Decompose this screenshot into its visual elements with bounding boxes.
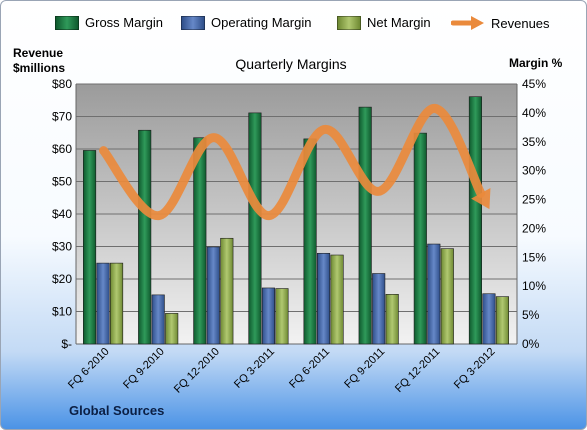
right-tick-label: 10%	[522, 279, 546, 293]
revenue-line	[99, 103, 491, 221]
legend-swatch-net	[337, 15, 361, 30]
bar-net-margin	[165, 313, 179, 345]
x-tick-label: FQ 9-2011	[342, 346, 387, 391]
bar-gross-margin	[358, 106, 372, 345]
left-tick-label: $50	[52, 175, 72, 189]
left-axis-title: Revenue $millions	[13, 46, 65, 76]
bar-net-margin	[220, 237, 234, 345]
x-tick-label: FQ 6-2011	[287, 346, 332, 391]
bar-operating-margin	[206, 246, 220, 345]
legend-item-gross-margin: Gross Margin	[55, 15, 163, 30]
legend-item-operating-margin: Operating Margin	[181, 15, 311, 30]
right-tick-label: 15%	[522, 250, 546, 264]
bar-gross-margin	[193, 137, 207, 345]
bar-gross-margin	[468, 96, 482, 345]
bar-operating-margin	[96, 262, 110, 345]
bar-gross-margin	[83, 150, 97, 345]
x-tick-label: FQ 12-2010	[172, 346, 222, 396]
bar-gross-margin	[303, 138, 317, 345]
bar-operating-margin	[372, 273, 386, 345]
bar-net-margin	[330, 254, 344, 345]
bar-operating-margin	[317, 252, 331, 345]
right-tick-label: 20%	[522, 221, 546, 235]
right-tick-label: 5%	[522, 308, 540, 322]
left-tick-label: $80	[52, 77, 72, 91]
bar-net-margin	[495, 296, 509, 345]
left-tick-label: $30	[52, 240, 72, 254]
legend-label-gross: Gross Margin	[85, 15, 164, 30]
bar-series	[83, 96, 509, 345]
bar-net-margin	[275, 288, 289, 345]
left-axis-title-line2: $millions	[13, 61, 66, 75]
revenue-arrowhead	[471, 188, 491, 210]
bar-operating-margin	[151, 294, 165, 345]
left-tick-label: $60	[52, 142, 72, 156]
legend-swatch-gross	[55, 15, 79, 30]
bar-operating-margin	[427, 243, 441, 345]
bar-net-margin	[110, 262, 124, 345]
right-tick-label: 25%	[522, 193, 546, 207]
left-tick-label: $-	[61, 337, 72, 351]
x-tick-label: FQ 3-2012	[452, 346, 498, 392]
left-axis-title-line1: Revenue	[13, 46, 64, 60]
left-axis-ticks: $- $10 $20 $30 $40 $50 $60 $70 $80	[52, 77, 72, 351]
source-label: Global Sources	[69, 403, 165, 418]
left-tick-label: $10	[52, 305, 72, 319]
right-tick-label: 35%	[522, 135, 546, 149]
bar-gross-margin	[138, 129, 152, 345]
bar-net-margin	[385, 294, 399, 345]
x-tick-label: FQ 3-2011	[232, 346, 277, 391]
right-axis-ticks: 0% 5% 10% 15% 20% 25% 30% 35% 40% 45%	[522, 77, 546, 351]
right-axis-title: Margin %	[509, 56, 563, 70]
x-tick-label: FQ 12-2011	[393, 346, 442, 395]
chart-title: Quarterly Margins	[235, 56, 347, 72]
bar-gross-margin	[413, 132, 427, 345]
right-tick-label: 45%	[522, 77, 546, 91]
legend-label-operating: Operating Margin	[211, 15, 312, 30]
bar-operating-margin	[261, 287, 275, 345]
left-tick-label: $40	[52, 207, 72, 221]
revenue-line-path	[99, 103, 486, 221]
legend-label-revenues: Revenues	[491, 15, 550, 31]
chart-legend: Gross Margin Operating Margin Net Margin…	[1, 15, 586, 37]
bar-operating-margin	[482, 293, 496, 345]
right-tick-label: 40%	[522, 106, 546, 120]
x-axis-ticks: FQ 6-2010 FQ 9-2010 FQ 12-2010 FQ 3-2011 FQ …	[66, 346, 498, 396]
right-tick-label: 30%	[522, 164, 546, 178]
legend-item-revenues: Revenues	[451, 15, 550, 31]
legend-item-net-margin: Net Margin	[337, 15, 431, 30]
bar-net-margin	[440, 248, 454, 345]
right-tick-label: 0%	[522, 337, 540, 351]
legend-arrow-icon	[451, 16, 484, 30]
bar-gross-margin	[248, 112, 262, 345]
legend-label-net: Net Margin	[367, 15, 431, 30]
x-tick-label: FQ 9-2010	[121, 346, 167, 392]
legend-swatch-operating	[181, 15, 205, 30]
left-tick-label: $20	[52, 272, 72, 286]
x-tick-label: FQ 6-2010	[66, 346, 112, 392]
left-tick-label: $70	[52, 110, 72, 124]
